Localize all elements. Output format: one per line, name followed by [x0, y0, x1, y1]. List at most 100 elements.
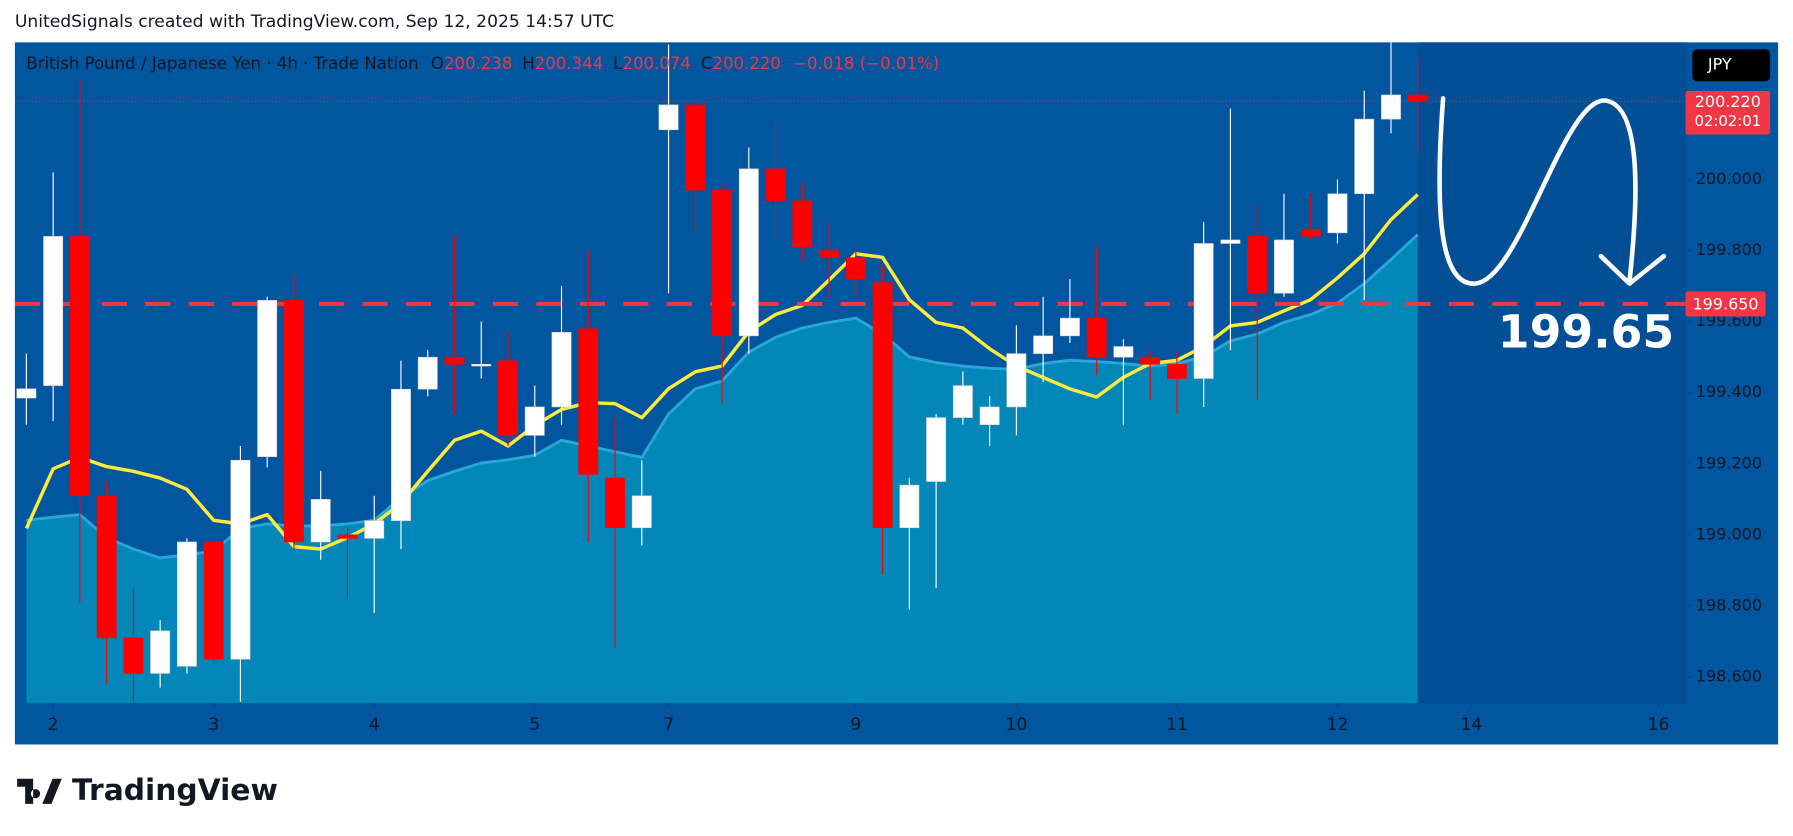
x-tick-label: 10 — [1005, 715, 1027, 735]
candle-body — [1167, 364, 1187, 379]
candle-body — [658, 104, 679, 131]
candle-body — [43, 236, 64, 386]
y-tick-label: 199.400 — [1696, 382, 1762, 401]
symbol: British Pound / Japanese Yen · 4h · Trad… — [26, 54, 418, 73]
footer-logo: TradingView — [17, 773, 278, 808]
candle-body — [1327, 193, 1348, 234]
ohlc-key: O — [431, 54, 444, 73]
level-label: 199.650 — [1692, 295, 1758, 314]
candle-body — [952, 385, 973, 418]
x-tick-label: 9 — [850, 715, 861, 735]
level-tag — [1685, 291, 1766, 317]
candle-body — [899, 484, 920, 529]
candle-body — [979, 406, 1000, 425]
candle-body — [471, 364, 492, 367]
price-tag — [1685, 91, 1771, 135]
legend: British Pound / Japanese Yen · 4h · Trad… — [26, 54, 939, 73]
candle-body — [738, 168, 759, 337]
logo-mark — [17, 778, 62, 804]
future-region — [1417, 42, 1687, 704]
x-tick-label: 12 — [1327, 715, 1349, 735]
candle-body — [337, 534, 358, 539]
y-tick-label: 199.800 — [1696, 240, 1762, 259]
candle-body — [444, 356, 465, 365]
candle-body — [364, 520, 385, 539]
y-tick-label: 199.200 — [1696, 453, 1762, 472]
candle-body — [1086, 317, 1107, 358]
candle-body — [1274, 239, 1294, 294]
ohlc-value: 200.220 — [712, 54, 781, 73]
candle-body — [310, 499, 331, 543]
currency-label: JPY — [1707, 55, 1732, 74]
candle-body — [96, 495, 117, 639]
candle-body — [765, 168, 786, 202]
candle-body — [631, 495, 652, 529]
ohlc-value: 200.344 — [535, 54, 604, 73]
ohlc-key: H — [522, 54, 534, 73]
candle-body — [1381, 94, 1401, 120]
candle-body — [926, 417, 947, 482]
x-tick-label: 14 — [1460, 715, 1482, 735]
x-tick-label: 11 — [1166, 715, 1188, 735]
x-tick-label: 16 — [1648, 715, 1670, 735]
y-tick-label: 198.800 — [1696, 595, 1762, 614]
candle-body — [819, 250, 840, 258]
currency-button[interactable] — [1692, 49, 1771, 82]
ohlc-value: 200.074 — [622, 54, 691, 73]
candle-body — [1033, 335, 1054, 354]
candle-body — [845, 257, 866, 280]
x-tick-label: 3 — [208, 715, 219, 735]
brand: TradingView — [72, 773, 278, 808]
y-tick-label: 200.000 — [1696, 169, 1762, 188]
candle-body — [150, 630, 171, 674]
candle-body — [1220, 239, 1241, 244]
candle-body — [551, 332, 572, 408]
candle-body — [498, 360, 518, 436]
candle-body — [123, 637, 144, 674]
candle-body — [1300, 228, 1321, 237]
countdown: 02:02:01 — [1694, 112, 1761, 130]
price-label: 200.220 — [1695, 92, 1761, 111]
candle-body — [257, 300, 278, 457]
change: −0.018 (−0.01%) — [793, 54, 939, 73]
candle-body — [712, 189, 732, 337]
y-tick-label: 199.000 — [1696, 524, 1762, 543]
candle-body — [391, 388, 411, 521]
axes: 2 3 4 5 7 9 10 11 12 14 16200.000199.800199.600199… — [48, 91, 1771, 735]
annotation: 199.65 — [1498, 306, 1674, 359]
candle-body — [1113, 346, 1134, 358]
x-tick-label: 7 — [663, 715, 674, 735]
x-tick-label: 5 — [529, 715, 540, 735]
candle-body — [417, 356, 438, 390]
y-tick-label: 198.600 — [1696, 667, 1762, 686]
forecast-arrow — [1437, 96, 1667, 286]
candle-body — [1247, 236, 1268, 294]
candle-body — [16, 388, 37, 399]
candle-body — [230, 459, 251, 660]
candle-body — [1407, 94, 1428, 102]
candle-body — [578, 328, 599, 475]
attribution: UnitedSignals created with TradingView.c… — [15, 12, 614, 32]
plot — [14, 42, 1687, 704]
candle-body — [203, 541, 224, 660]
candle-body — [1006, 353, 1027, 408]
candle-body — [1140, 356, 1161, 365]
candle-body — [872, 282, 893, 529]
candle-body — [685, 104, 706, 191]
ohlc-key: L — [613, 54, 623, 73]
candle-body — [792, 200, 813, 248]
candle-body — [69, 236, 90, 497]
x-tick-label: 4 — [369, 715, 380, 735]
candle-body — [176, 541, 197, 667]
candle-body — [605, 477, 625, 529]
x-tick-label: 2 — [48, 715, 59, 735]
candle-body — [1193, 243, 1214, 379]
candle-body — [1059, 317, 1080, 337]
candle-body — [284, 300, 304, 543]
ohlc-key: C — [701, 54, 713, 73]
candle-body — [1354, 118, 1375, 195]
candle-body — [524, 406, 545, 436]
ohlc-value: 200.238 — [444, 54, 513, 73]
